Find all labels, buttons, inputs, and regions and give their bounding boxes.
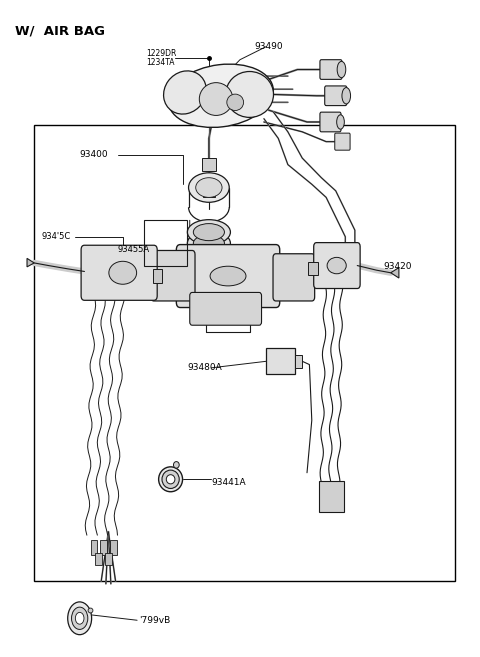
Ellipse shape <box>162 470 179 488</box>
Bar <box>96 553 102 564</box>
FancyBboxPatch shape <box>273 254 315 301</box>
Ellipse shape <box>189 173 229 202</box>
Text: 1234TA: 1234TA <box>147 58 175 68</box>
Ellipse shape <box>187 219 230 244</box>
FancyBboxPatch shape <box>190 292 262 325</box>
Text: 93400: 93400 <box>80 150 108 159</box>
FancyBboxPatch shape <box>320 60 342 79</box>
Text: W/  AIR BAG: W/ AIR BAG <box>15 25 105 38</box>
Circle shape <box>75 612 84 624</box>
Circle shape <box>68 602 92 635</box>
Ellipse shape <box>336 115 344 129</box>
Polygon shape <box>27 258 34 267</box>
Ellipse shape <box>199 83 233 116</box>
Circle shape <box>72 607 88 629</box>
Text: 93441A: 93441A <box>211 478 246 487</box>
Ellipse shape <box>173 462 179 468</box>
Text: 93480A: 93480A <box>187 363 222 373</box>
Polygon shape <box>391 267 399 278</box>
Ellipse shape <box>210 266 246 286</box>
Text: 1229DR: 1229DR <box>147 49 177 58</box>
Text: 93490: 93490 <box>254 42 283 51</box>
Ellipse shape <box>337 61 346 78</box>
FancyBboxPatch shape <box>176 244 280 307</box>
FancyBboxPatch shape <box>314 242 360 288</box>
Bar <box>91 540 97 555</box>
Bar <box>319 481 344 512</box>
FancyBboxPatch shape <box>81 245 157 300</box>
Ellipse shape <box>187 231 230 256</box>
FancyBboxPatch shape <box>324 86 347 106</box>
Text: 934'5C: 934'5C <box>41 232 71 241</box>
Ellipse shape <box>158 467 182 491</box>
FancyBboxPatch shape <box>151 250 195 301</box>
Bar <box>34 125 456 581</box>
Ellipse shape <box>227 94 243 110</box>
Ellipse shape <box>168 64 273 127</box>
Bar <box>100 540 107 555</box>
Ellipse shape <box>193 235 225 252</box>
Ellipse shape <box>166 475 175 484</box>
Text: 93455A: 93455A <box>118 245 150 254</box>
Bar <box>266 348 295 374</box>
Ellipse shape <box>109 261 137 284</box>
Bar <box>153 269 162 283</box>
FancyBboxPatch shape <box>320 112 341 132</box>
Ellipse shape <box>327 258 346 274</box>
Ellipse shape <box>193 223 225 240</box>
Bar <box>110 540 117 555</box>
Bar <box>144 220 187 266</box>
Ellipse shape <box>226 72 274 118</box>
Bar <box>105 553 112 564</box>
Bar <box>308 261 318 275</box>
Ellipse shape <box>196 177 222 197</box>
Text: 93420: 93420 <box>384 261 412 271</box>
Ellipse shape <box>342 87 350 104</box>
Bar <box>203 185 215 197</box>
Text: '799vB: '799vB <box>140 616 171 625</box>
Bar <box>295 355 302 368</box>
Bar <box>202 158 216 171</box>
FancyBboxPatch shape <box>335 133 350 150</box>
Ellipse shape <box>164 71 206 114</box>
